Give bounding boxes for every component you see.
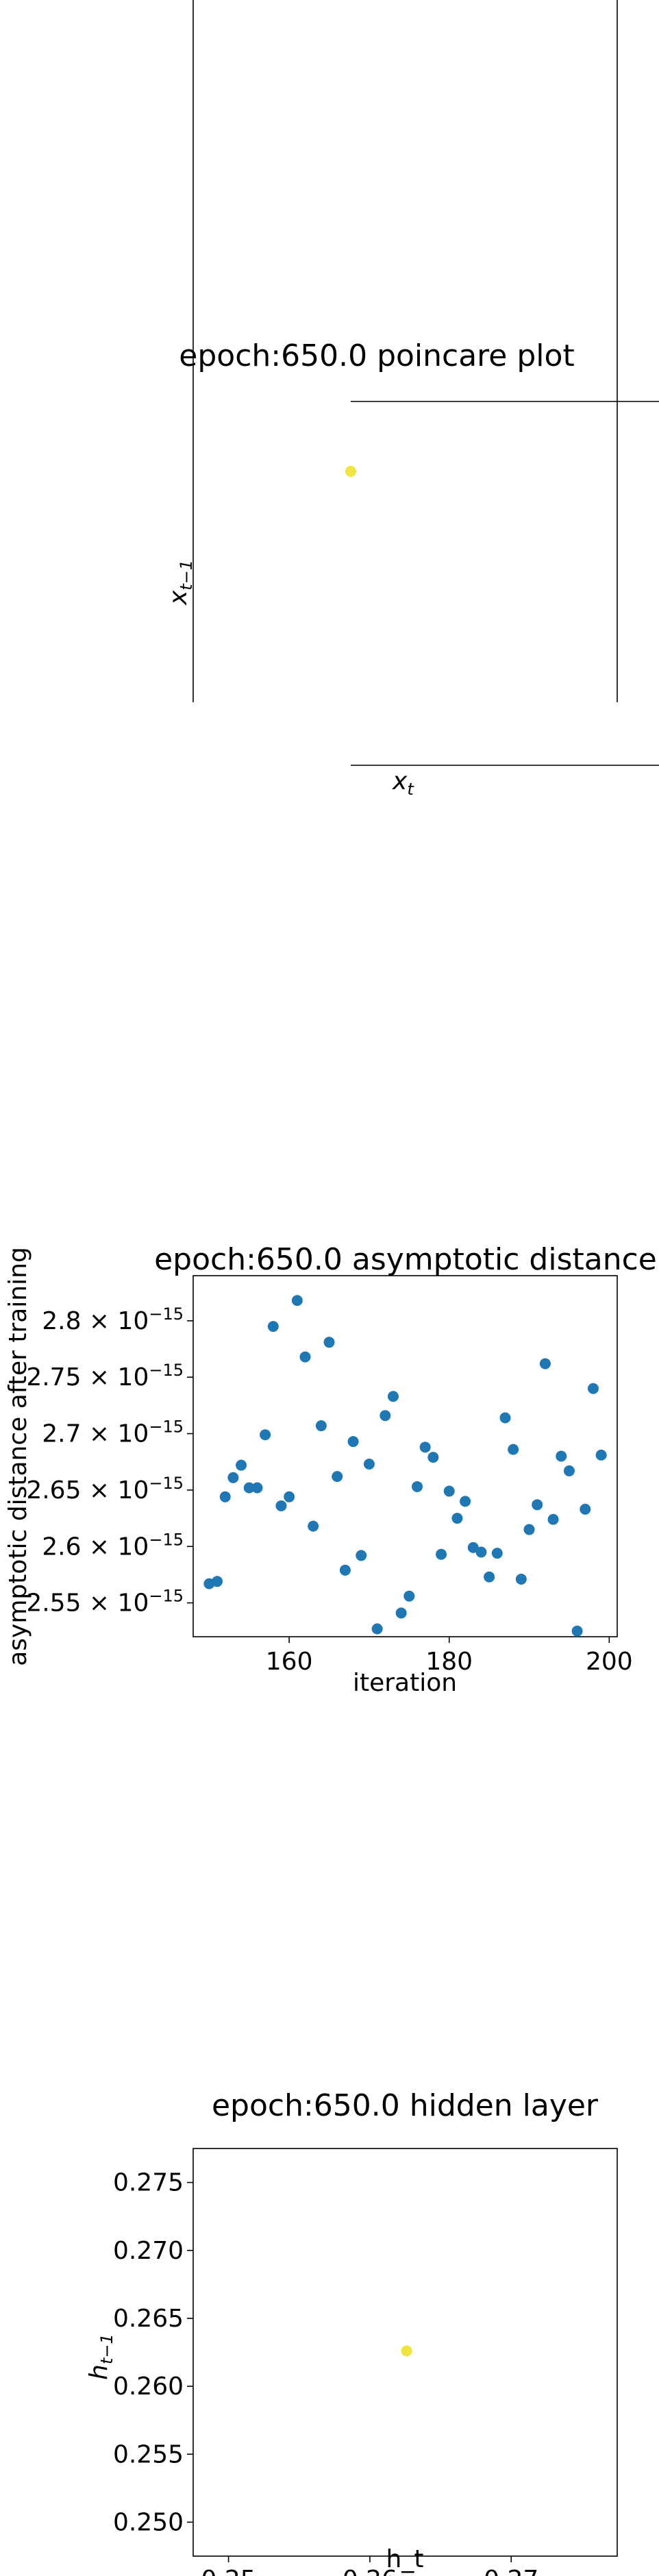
asymptotic-distance-chart: epoch:650.0 asymptotic distance 2.55 × 1… [4, 1242, 657, 1697]
scatter-point [580, 1503, 591, 1515]
poincare-ylabel: xt−1 [164, 560, 196, 606]
y-tick-label: 0.275 [113, 2169, 184, 2197]
scatter-point [260, 1429, 271, 1441]
y-tick-label: 0.255 [113, 2440, 184, 2468]
scatter-point [275, 1500, 287, 1511]
scatter-point [556, 1450, 567, 1462]
scatter-point [436, 1548, 447, 1560]
scatter-point [491, 1548, 503, 1559]
poincare-points [345, 466, 356, 477]
scatter-point [571, 1625, 583, 1637]
poincare-xlabel: xt [392, 767, 414, 799]
scatter-point [547, 1513, 559, 1525]
asymptotic-distance-axes-frame [192, 1275, 618, 1637]
scatter-point [363, 1459, 375, 1470]
scatter-point [387, 1391, 399, 1402]
scatter-point [251, 1482, 263, 1494]
scatter-point [243, 1482, 255, 1494]
scatter-point [299, 1351, 311, 1363]
poincare-plot-title: epoch:650.0 poincare plot [179, 338, 574, 373]
scatter-point [395, 1607, 407, 1619]
scatter-point [515, 1574, 527, 1585]
scatter-point [467, 1541, 479, 1553]
x-tick-label: 0.25 [201, 2566, 256, 2576]
asymptotic-distance-points [203, 1295, 607, 1637]
scatter-point [451, 1513, 463, 1524]
y-tick-label: 2.8 × 10−15 [42, 1304, 184, 1335]
hidden-layer-title: epoch:650.0 hidden layer [212, 2088, 599, 2123]
scatter-point [227, 1472, 239, 1483]
scatter-point [539, 1358, 551, 1370]
scatter-point [475, 1546, 487, 1558]
scatter-point [212, 1576, 223, 1587]
hidden-layer-axes-frame [192, 2148, 618, 2557]
y-tick-label: 2.55 × 10−15 [26, 1587, 184, 1618]
poincare-plot-chart: epoch:650.0 poincare plot xt xt−1 [164, 0, 659, 799]
asymptotic-distance-x-ticks: 160 180 200 [266, 1637, 633, 1676]
y-tick-label: 0.260 [113, 2373, 184, 2401]
scatter-point [532, 1499, 543, 1511]
scatter-point [595, 1449, 607, 1461]
y-tick-label: 2.6 × 10−15 [42, 1530, 184, 1561]
scatter-point [499, 1412, 511, 1424]
asymptotic-distance-y-ticks: 2.55 × 10−15 2.6 × 10−15 2.65 × 10−15 2.7 ×… [26, 1304, 193, 1618]
scatter-point [236, 1459, 247, 1471]
x-tick-label: 200 [586, 1648, 633, 1676]
y-tick-label: 0.270 [113, 2237, 184, 2265]
y-tick-label: 0.265 [113, 2305, 184, 2333]
scatter-point [508, 1444, 519, 1455]
scatter-point [412, 1481, 423, 1492]
hidden-layer-chart: epoch:650.0 hidden layer 0.2500.2550.260… [85, 2088, 618, 2576]
scatter-point [443, 1485, 455, 1497]
x-tick-label: 0.27 [484, 2566, 538, 2576]
scatter-point [419, 1441, 431, 1453]
y-tick-label: 2.7 × 10−15 [42, 1417, 184, 1448]
hidden-layer-y-ticks: 0.250 0.255 0.260 0.265 0.270 0.275 [113, 2169, 193, 2536]
scatter-point [356, 1550, 367, 1561]
y-tick-label: 0.250 [113, 2508, 184, 2536]
scatter-point [332, 1471, 343, 1483]
scatter-point [427, 1452, 439, 1463]
scatter-point [563, 1465, 575, 1476]
hidden-layer-x-ticks: 0.25 0.26 0.27 [201, 2556, 538, 2576]
scatter-point [308, 1520, 319, 1532]
x-tick-label: 160 [266, 1648, 313, 1676]
scatter-point [401, 2345, 412, 2357]
poincare-point [345, 466, 356, 477]
hidden-layer-xlabel: h_t [386, 2545, 424, 2573]
scatter-point [523, 1524, 535, 1535]
hidden-layer-points [401, 2345, 412, 2357]
scatter-point [315, 1420, 327, 1432]
scatter-point [371, 1623, 383, 1635]
scatter-point [403, 1590, 415, 1602]
scatter-point [460, 1496, 471, 1507]
y-tick-label: 2.75 × 10−15 [26, 1361, 184, 1391]
scatter-point [484, 1571, 495, 1583]
asymptotic-distance-ylabel: asymptotic distance after training [4, 1247, 32, 1666]
y-tick-label: 2.65 × 10−15 [26, 1474, 184, 1504]
asymptotic-distance-xlabel: iteration [353, 1669, 457, 1697]
scatter-point [291, 1295, 303, 1306]
scatter-point [380, 1410, 391, 1422]
scatter-point [339, 1564, 351, 1576]
scatter-point [323, 1337, 335, 1348]
asymptotic-distance-title: epoch:650.0 asymptotic distance [154, 1242, 657, 1277]
scatter-point [587, 1383, 599, 1394]
hidden-layer-ylabel: ht−1 [85, 2333, 116, 2380]
scatter-point [347, 1436, 359, 1448]
x-tick-label: 180 [425, 1648, 473, 1676]
scatter-point [219, 1491, 231, 1502]
scatter-point [284, 1491, 295, 1502]
scatter-point [267, 1321, 279, 1333]
x-tick-label: 0.26 [343, 2566, 397, 2576]
